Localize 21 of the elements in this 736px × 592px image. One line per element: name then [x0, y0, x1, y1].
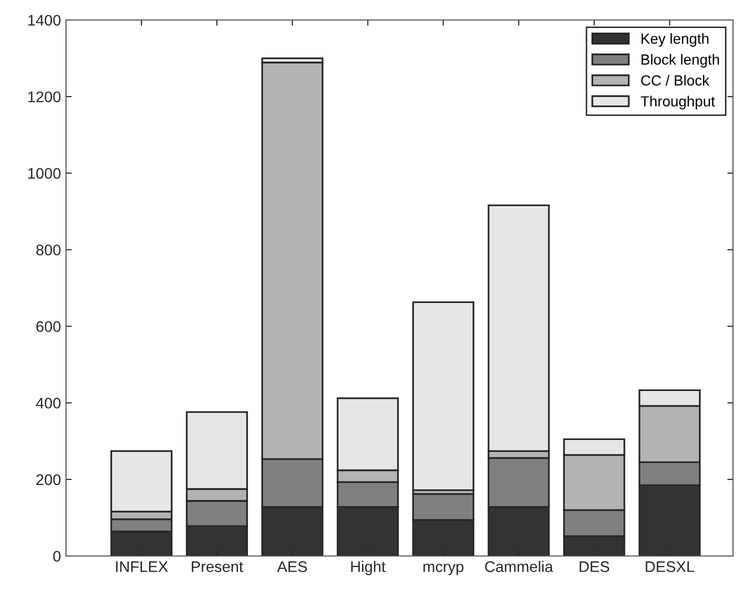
y-tick-label: 600	[36, 321, 61, 332]
y-tick-label: 200	[36, 474, 61, 486]
legend-label: Key length	[642, 33, 708, 47]
x-tick-label: Cammelia	[485, 560, 554, 572]
bar	[412, 301, 474, 491]
y-tick-label: 1400	[28, 14, 61, 26]
y-tick-label: 1200	[28, 91, 61, 102]
y-tick-label: 800	[36, 244, 61, 256]
y-tick-label: 400	[36, 398, 61, 409]
legend-label: Block length	[642, 54, 719, 68]
y-tick-label: 1000	[28, 168, 61, 179]
x-tick-label: AES	[277, 561, 307, 572]
y-tick-label: 0	[53, 550, 61, 562]
x-tick-label: INFLEX	[116, 561, 168, 572]
x-tick-label: Present	[192, 561, 244, 572]
x-tick-label: Hight	[351, 560, 386, 576]
legend-label: CC / Block	[641, 74, 710, 86]
legend-label: Throughput	[640, 96, 715, 110]
x-tick-label: DESXL	[646, 561, 694, 572]
x-tick-label: mcryp	[423, 564, 464, 576]
x-tick-label: DES	[580, 561, 610, 572]
